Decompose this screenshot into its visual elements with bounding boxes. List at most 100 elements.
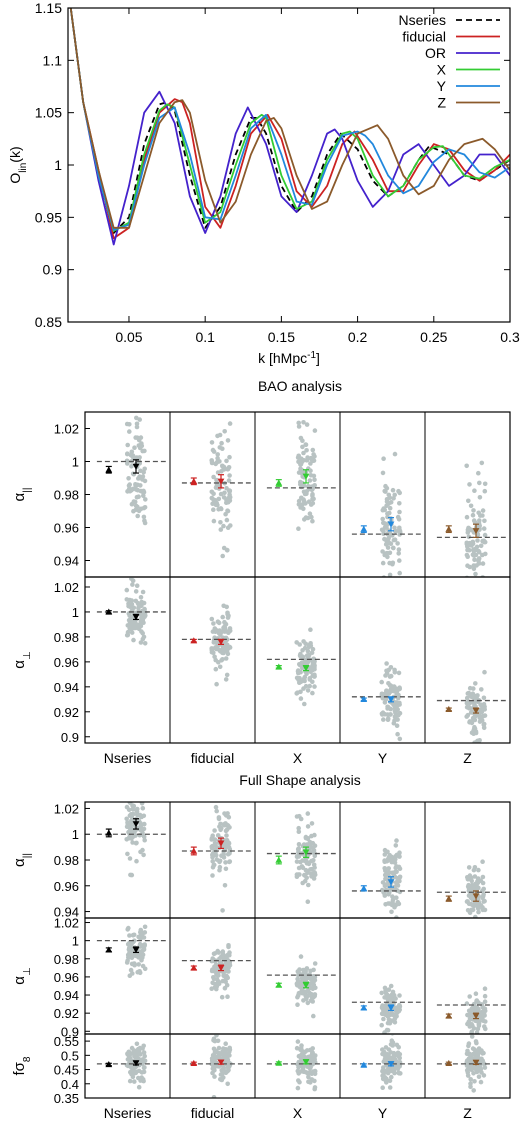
y-tick-label: 1 — [72, 605, 79, 620]
mock-point — [478, 1079, 484, 1085]
mock-point — [127, 856, 133, 861]
mock-point — [211, 951, 217, 957]
mock-point — [303, 442, 309, 447]
x-tick-label: 0.15 — [268, 329, 295, 345]
mock-point — [477, 495, 483, 500]
mock-point — [311, 496, 316, 502]
mock-point — [308, 669, 314, 674]
mock-point — [467, 1012, 473, 1017]
mock-point — [225, 1081, 230, 1087]
mock-point — [306, 882, 311, 888]
mock-point — [210, 873, 215, 878]
mock-point — [135, 504, 140, 510]
mock-point — [124, 421, 130, 427]
panel-2: 0.350.40.450.50.55 fσ8 — [11, 1033, 511, 1106]
mock-point — [137, 942, 143, 948]
y-tick-label: 0.85 — [35, 314, 62, 330]
mock-point — [310, 1050, 315, 1055]
mock-mean-marker-x — [302, 473, 310, 480]
mock-point — [294, 1045, 300, 1051]
mock-point — [294, 859, 300, 864]
mock-point — [213, 666, 219, 672]
category-label-fiducial: fiducial — [191, 750, 235, 766]
mock-point — [466, 920, 471, 925]
mock-point — [476, 470, 481, 476]
mock-point — [222, 962, 228, 968]
category-label-x: X — [293, 1105, 303, 1121]
mock-point — [214, 477, 219, 483]
category-label-fiducial: fiducial — [191, 1105, 235, 1121]
mock-point — [223, 979, 228, 984]
mock-point — [387, 870, 392, 875]
mock-point — [385, 511, 390, 516]
series-lines — [69, 8, 510, 246]
mock-point — [300, 654, 306, 660]
mock-point — [303, 969, 308, 974]
mock-point — [132, 961, 137, 966]
mock-point — [225, 615, 231, 620]
mock-point — [298, 435, 304, 441]
mock-point — [469, 875, 474, 880]
mock-point — [209, 440, 215, 445]
mock-point — [475, 1053, 481, 1058]
mock-point — [380, 880, 386, 885]
mock-point — [302, 678, 307, 684]
mock-point — [300, 444, 305, 450]
mock-point — [309, 1071, 315, 1076]
mock-point — [479, 687, 484, 692]
mock-point — [308, 468, 313, 474]
mock-point — [469, 882, 475, 888]
mock-point — [476, 549, 482, 555]
mock-point — [300, 858, 305, 863]
mock-point — [382, 1030, 387, 1034]
legend-label-x: X — [437, 62, 447, 78]
mock-point — [218, 1077, 223, 1082]
data-marker-nseries — [105, 946, 113, 953]
mock-point — [136, 1084, 142, 1090]
mock-point — [125, 451, 130, 457]
mock-point — [470, 512, 476, 518]
full-shape-analysis-title: Full Shape analysis — [239, 772, 360, 788]
y-tick-label: 0.5 — [61, 1048, 79, 1063]
mock-point — [209, 986, 214, 991]
mock-point — [473, 991, 479, 996]
mock-point — [138, 824, 143, 829]
mock-point — [469, 1067, 474, 1072]
mock-point — [386, 1067, 392, 1073]
mock-point — [472, 874, 478, 879]
mock-point — [140, 788, 145, 793]
mock-point — [381, 456, 386, 462]
mock-point — [132, 455, 138, 461]
oscillation-chart: 0.85 0.9 0.95 1 1.05 1.1 1.15 0.05 0.1 0.15 0.2 0.2… — [7, 0, 520, 366]
category-label-x: X — [293, 750, 303, 766]
mock-mean-marker-y — [387, 879, 395, 886]
x-axis-label: k [hMpc-1] — [258, 350, 320, 367]
mock-point — [304, 422, 310, 427]
y-tick-label: 1.1 — [43, 52, 63, 68]
mock-point — [467, 685, 473, 691]
mock-point — [140, 953, 145, 958]
mock-point — [477, 608, 482, 613]
mock-point — [312, 1078, 317, 1084]
mock-point — [212, 847, 218, 853]
x-tick-label: 0.25 — [420, 329, 447, 345]
y-tick-label: 1 — [72, 455, 79, 470]
mock-point — [469, 720, 475, 726]
mock-point — [142, 478, 148, 484]
mock-point — [296, 420, 302, 426]
mock-point — [131, 830, 137, 835]
mock-point — [297, 984, 302, 989]
mock-point — [310, 447, 316, 453]
mock-point — [138, 595, 144, 600]
plot-frame — [67, 7, 511, 323]
mock-point — [482, 999, 488, 1004]
mock-point — [379, 679, 385, 685]
mock-mean-marker-z — [472, 893, 480, 900]
legend-label-z: Z — [437, 95, 446, 111]
mock-point — [472, 1079, 477, 1084]
mock-point — [397, 501, 402, 506]
mock-point — [214, 986, 219, 992]
mock-point — [226, 498, 231, 504]
mock-mean-marker-fiducial — [217, 965, 225, 972]
mock-point — [215, 619, 221, 624]
